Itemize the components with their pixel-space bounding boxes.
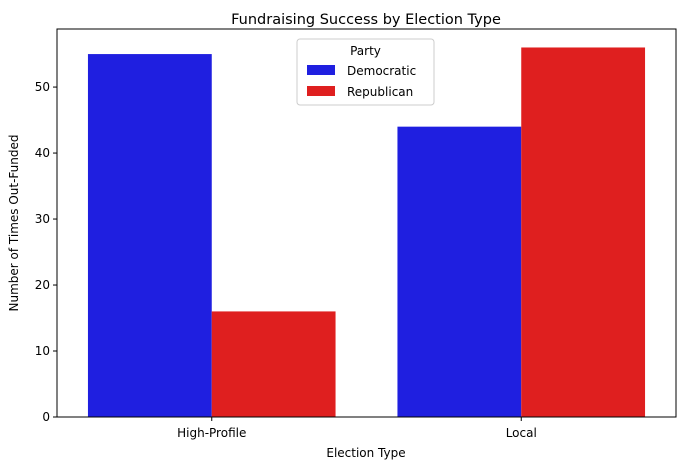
y-axis-label: Number of Times Out-Funded xyxy=(7,135,21,312)
x-axis: High-Profile Local xyxy=(177,417,537,440)
y-tick-label: 30 xyxy=(35,212,50,226)
bar-democratic-local xyxy=(397,126,522,417)
x-axis-label: Election Type xyxy=(326,446,405,460)
chart-title: Fundraising Success by Election Type xyxy=(231,12,501,28)
plot-area xyxy=(56,28,677,418)
bar-republican-high-profile xyxy=(211,311,336,417)
y-tick-label: 20 xyxy=(35,278,50,292)
legend: Party Democratic Republican xyxy=(296,38,435,106)
y-tick-label: 40 xyxy=(35,146,50,160)
y-tick-label: 50 xyxy=(35,80,50,94)
legend-title: Party xyxy=(350,44,381,58)
plot-frame xyxy=(56,28,677,418)
bar-democratic-high-profile xyxy=(87,54,212,417)
legend-items: Democratic Republican xyxy=(307,64,416,99)
y-tick-label: 0 xyxy=(42,410,50,424)
x-tick-label: Local xyxy=(506,426,537,440)
legend-label-republican: Republican xyxy=(347,85,413,99)
legend-label-democratic: Democratic xyxy=(347,64,416,78)
legend-swatch-democratic xyxy=(307,65,335,75)
y-axis: 0 10 20 30 40 50 xyxy=(35,80,57,424)
y-tick-label: 10 xyxy=(35,344,50,358)
x-tick-label: High-Profile xyxy=(177,426,246,440)
bar-republican-local xyxy=(521,47,646,417)
legend-swatch-republican xyxy=(307,86,335,96)
